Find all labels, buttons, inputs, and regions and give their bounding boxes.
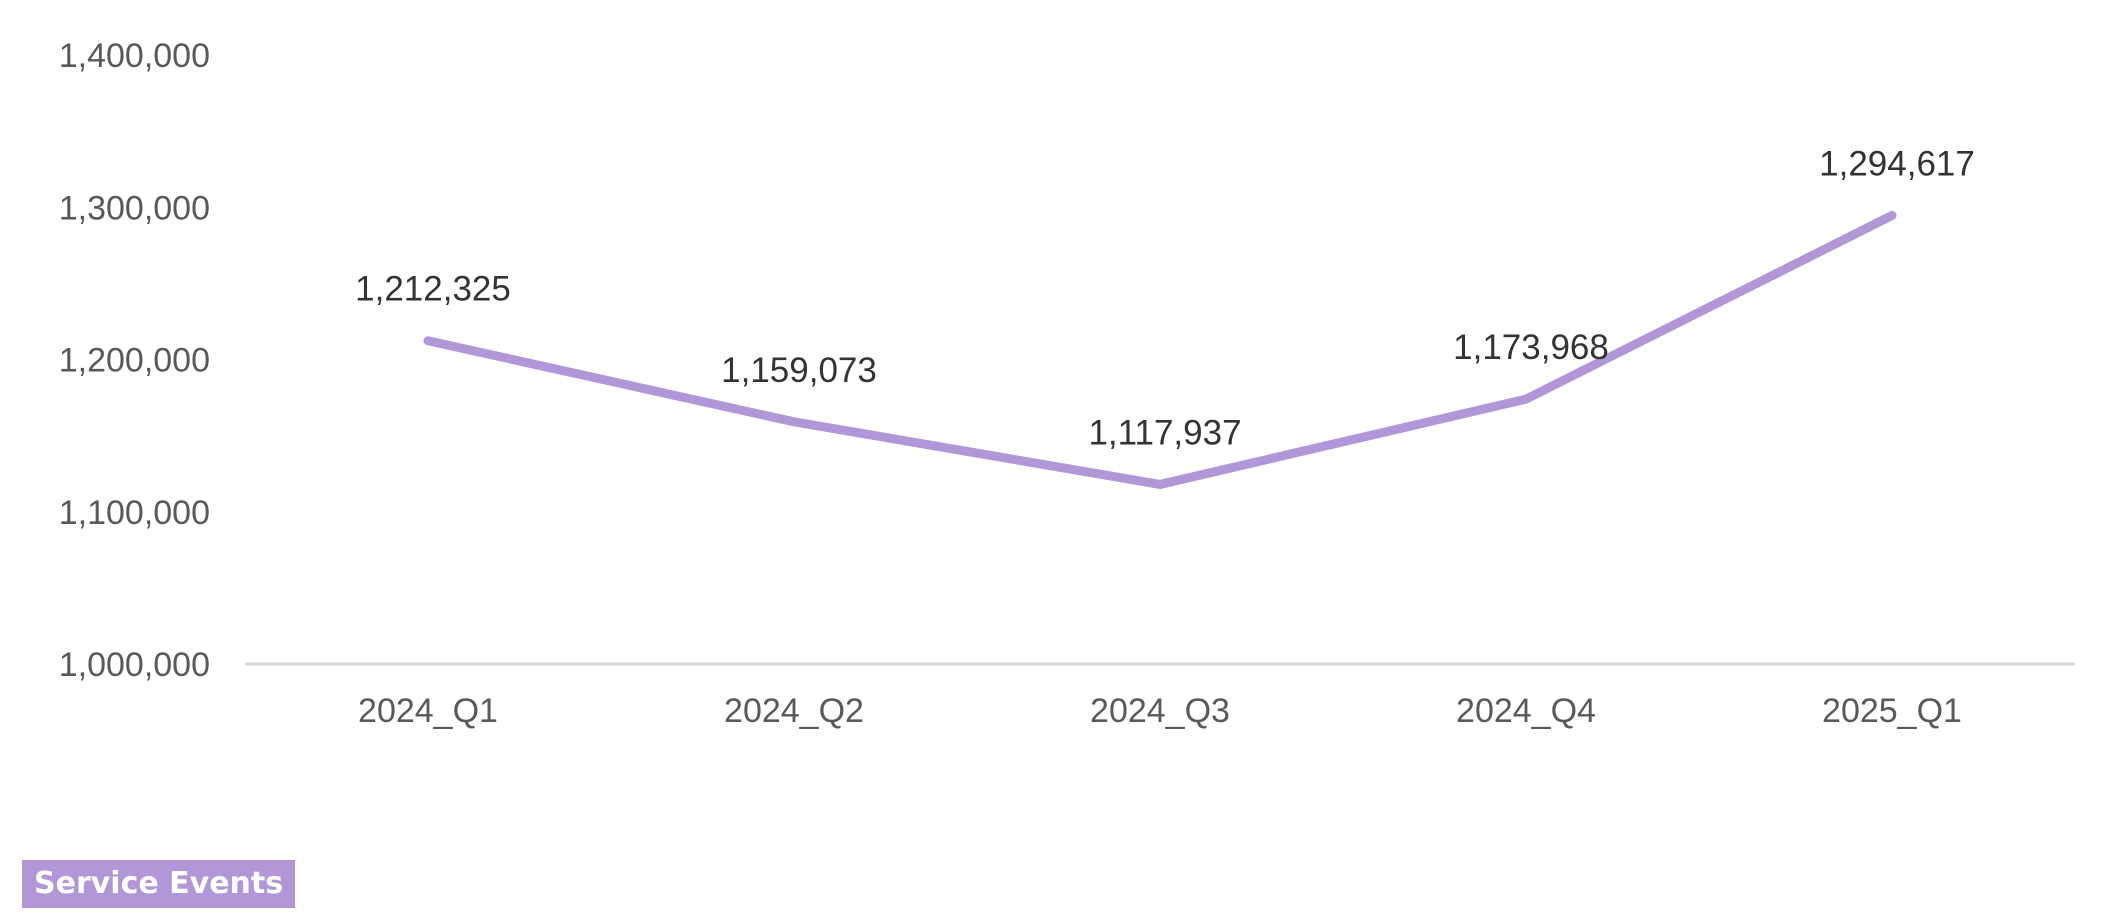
x-tick-label: 2024_Q3	[1090, 692, 1230, 730]
series-line	[423, 210, 1897, 489]
y-tick-label: 1,300,000	[59, 189, 210, 227]
data-label: 1,159,073	[721, 351, 877, 390]
y-tick-label: 1,200,000	[59, 342, 210, 380]
data-label: 1,117,937	[1088, 413, 1241, 452]
x-axis-ticks: 2024_Q1 2024_Q2 2024_Q3 2024_Q4 2025_Q1	[358, 692, 1962, 730]
x-tick-label: 2024_Q1	[358, 692, 498, 730]
y-tick-label: 1,400,000	[59, 37, 210, 75]
data-label: 1,294,617	[1819, 144, 1975, 183]
x-tick-label: 2025_Q1	[1822, 692, 1962, 730]
x-tick-label: 2024_Q4	[1456, 692, 1596, 730]
y-tick-label: 1,000,000	[59, 646, 210, 684]
data-labels: 1,212,325 1,159,073 1,117,937 1,173,968 1,29…	[355, 144, 1975, 452]
y-axis-ticks: 1,000,000 1,100,000 1,200,000 1,300,000 1,40…	[59, 37, 210, 684]
x-tick-label: 2024_Q2	[724, 692, 864, 730]
y-tick-label: 1,100,000	[59, 494, 210, 532]
series-lines	[423, 210, 1897, 489]
data-label: 1,212,325	[355, 270, 511, 309]
legend-series-badge: Service Events	[22, 860, 296, 908]
data-label: 1,173,968	[1453, 328, 1609, 367]
